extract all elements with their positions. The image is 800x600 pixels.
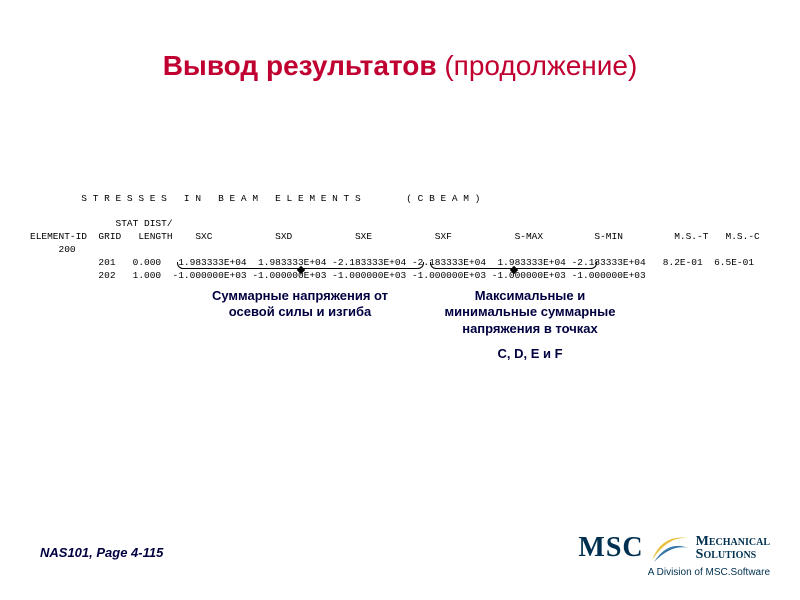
title-continuation: (продолжение) (437, 50, 638, 81)
page-title: Вывод результатов (продолжение) (0, 50, 800, 82)
logo-mechanical-text: Mechanical Solutions (696, 535, 770, 562)
table-header-1: S T R E S S E S I N B E A M E L E M E N … (30, 193, 480, 204)
annotation-left-line2: осевой силы и изгиба (229, 304, 372, 319)
annotation-right-line2: минимальные суммарные (445, 304, 616, 319)
annotation-sub-text: C, D, E и F (497, 346, 562, 361)
brace-container (0, 262, 800, 287)
annotation-right: Максимальные и минимальные суммарные нап… (430, 288, 630, 337)
title-main: Вывод результатов (163, 50, 437, 81)
logo-division-text: A Division of MSC.Software (578, 567, 770, 578)
table-header-2: STAT DIST/ (30, 218, 173, 229)
annotation-right-line1: Максимальные и (475, 288, 586, 303)
table-header-3: ELEMENT-ID GRID LENGTH SXC SXD SXE SXF S… (30, 231, 760, 242)
logo-block: MSC Mechanical Solutions A Division of M… (578, 530, 770, 578)
brace-right (430, 262, 597, 269)
annotation-left-line1: Суммарные напряжения от (212, 288, 388, 303)
footer-page: NAS101, Page 4-115 (40, 545, 163, 560)
table-row-id: 200 (30, 244, 76, 255)
annotation-right-line3: напряжения в точках (462, 321, 598, 336)
logo-mech-line2: Solutions (696, 547, 757, 562)
annotation-left: Суммарные напряжения от осевой силы и из… (165, 288, 435, 321)
annotation-sub: C, D, E и F (430, 346, 630, 362)
logo-msc-text: MSC (578, 532, 643, 564)
logo-swoosh-icon (650, 530, 690, 566)
brace-left (177, 262, 424, 269)
